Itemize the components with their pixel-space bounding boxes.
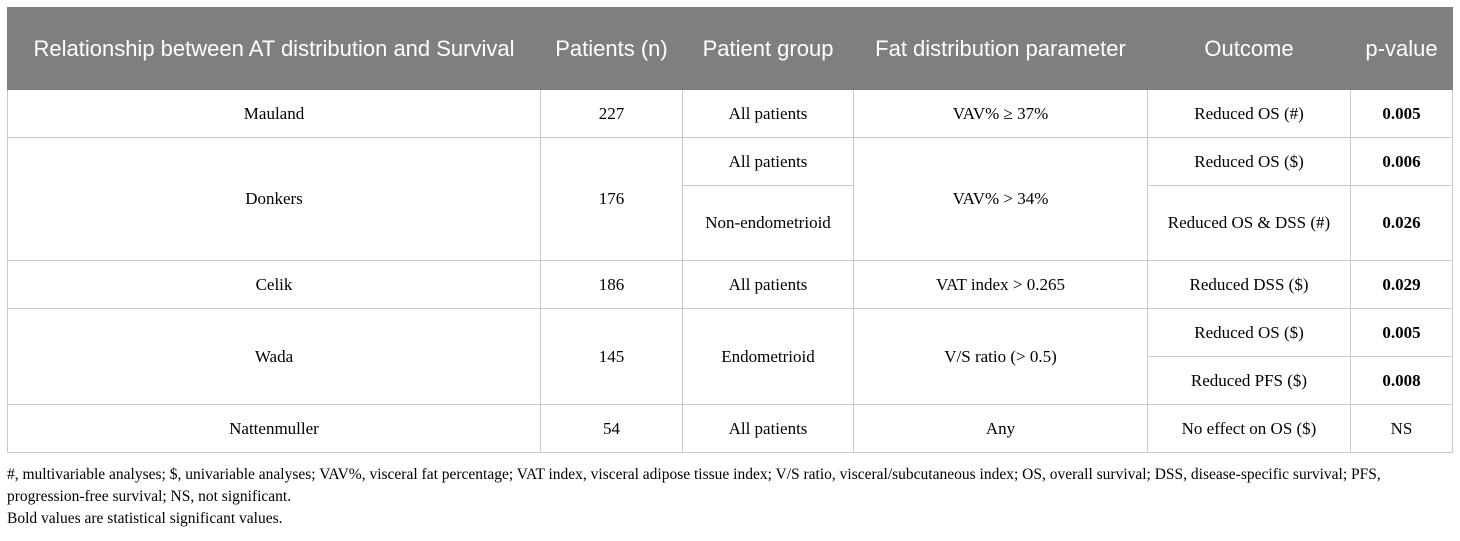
p-value: 0.005 [1350,308,1453,357]
group: All patients [682,137,854,186]
p-value: 0.029 [1350,260,1453,309]
p-value: 0.006 [1350,137,1453,186]
outcome: Reduced PFS ($) [1147,356,1351,405]
p-value: NS [1350,404,1453,453]
header-cell: p-value [1350,7,1453,90]
group: All patients [682,89,854,138]
parameter: V/S ratio (> 0.5) [853,308,1148,405]
group: Non-endometrioid [682,185,854,261]
group: Endometrioid [682,308,854,405]
parameter: VAT index > 0.265 [853,260,1148,309]
header-cell: Fat distribution parameter [853,7,1148,90]
patients: 227 [540,89,683,138]
header-cell: Patients (n) [540,7,683,90]
footnote: Bold values are statistical significant … [7,510,283,527]
study: Mauland [7,89,541,138]
row: Donkers 176 All patients VAV% > 34% Redu… [7,137,1453,261]
footnotes: #, multivariable analyses; $, univariabl… [7,464,1447,530]
header-cell: Relationship between AT distribution and… [7,7,541,90]
p-value: 0.008 [1350,356,1453,405]
patients: 54 [540,404,683,453]
parameter: Any [853,404,1148,453]
footnote: #, multivariable analyses; $, univariabl… [7,466,1381,505]
header-row: Relationship between AT distribution and… [7,7,1453,90]
outcome: Reduced OS & DSS (#) [1147,185,1351,261]
outcome: Reduced OS ($) [1147,308,1351,357]
row: Mauland 227 All patients VAV% ≥ 37% Redu… [7,89,1453,138]
header-cell: Patient group [682,7,854,90]
results-table: Relationship between AT distribution and… [7,7,1453,453]
p-value: 0.005 [1350,89,1453,138]
patients: 145 [540,308,683,405]
row: Nattenmuller 54 All patients Any No effe… [7,404,1453,453]
p-value: 0.026 [1350,185,1453,261]
patients: 176 [540,137,683,261]
row: Celik 186 All patients VAT index > 0.265… [7,260,1453,309]
parameter: VAV% ≥ 37% [853,89,1148,138]
study: Nattenmuller [7,404,541,453]
outcome: Reduced OS ($) [1147,137,1351,186]
study: Celik [7,260,541,309]
study: Donkers [7,137,541,261]
outcome: Reduced OS (#) [1147,89,1351,138]
group: All patients [682,260,854,309]
outcome: No effect on OS ($) [1147,404,1351,453]
patients: 186 [540,260,683,309]
study: Wada [7,308,541,405]
header-cell: Outcome [1147,7,1351,90]
row: Non-endometrioid Reduced OS & DSS (#) 0.… [8,185,1453,261]
row: Reduced PFS ($) 0.008 [8,356,1453,405]
group: All patients [682,404,854,453]
row: Wada 145 Endometrioid V/S ratio (> 0.5) … [7,308,1453,405]
parameter: VAV% > 34% [853,137,1148,261]
outcome: Reduced DSS ($) [1147,260,1351,309]
